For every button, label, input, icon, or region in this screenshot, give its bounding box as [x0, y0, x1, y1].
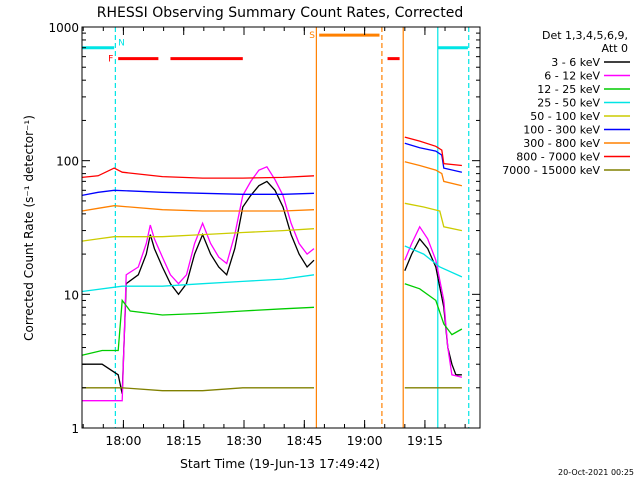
y-tick-label-0: 1 — [71, 422, 79, 436]
series-line-4-0 — [81, 228, 315, 242]
series-line-6-1 — [404, 161, 463, 187]
series-line-1-0 — [82, 165, 315, 402]
legend-label-0: 3 - 6 keV — [551, 56, 600, 69]
series-line-0-1 — [404, 237, 462, 376]
series-line-2-1 — [404, 283, 463, 336]
chart-title: RHESSI Observing Summary Count Rates, Co… — [97, 5, 463, 21]
series-line-4-1 — [404, 202, 463, 232]
legend-label-5: 100 - 300 keV — [523, 124, 600, 137]
y-axis-label: Corrected Count Rate (s⁻¹ detector⁻¹) — [22, 115, 36, 341]
legend-label-4: 50 - 100 keV — [530, 110, 600, 123]
plot-frame — [81, 26, 481, 429]
plot-area: F S N 1 10 100 1000 18:00 18:15 18:30 18:45 19:00 19… — [48, 21, 481, 448]
legend-label-2: 12 - 25 keV — [537, 83, 600, 96]
y-tick-label-3: 1000 — [48, 21, 79, 35]
series-line-8-0 — [82, 387, 314, 392]
x-tick-label-0: 18:00 — [105, 433, 141, 448]
legend-label-1: 6 - 12 keV — [544, 70, 600, 83]
series-line-5-1 — [404, 142, 463, 173]
series-line-1-1 — [404, 225, 463, 378]
x-tick-label-2: 18:30 — [226, 433, 262, 448]
legend-header-1: Att 0 — [602, 42, 628, 55]
x-tick-label-5: 19:15 — [407, 433, 443, 448]
y-tick-label-1: 10 — [64, 288, 79, 302]
flag-label-N: N — [118, 39, 125, 49]
flag-label-F: F — [108, 55, 113, 65]
series-line-6-0 — [81, 205, 315, 212]
legend-label-7: 800 - 7000 keV — [516, 151, 600, 164]
footer-date: 20-Oct-2021 00:25 — [558, 468, 634, 477]
series-line-5-0 — [81, 189, 315, 197]
legend-label-6: 300 - 800 keV — [523, 137, 600, 150]
series-line-7-0 — [81, 167, 315, 179]
x-tick-label-3: 18:45 — [286, 433, 322, 448]
series-line-0-0 — [82, 180, 315, 395]
series-line-3-1 — [404, 245, 463, 278]
legend-label-3: 25 - 50 keV — [537, 97, 600, 110]
x-tick-label-4: 19:00 — [347, 433, 383, 448]
series-line-7-1 — [404, 136, 462, 167]
series-line-3-0 — [81, 274, 315, 293]
legend-label-8: 7000 - 15000 keV — [502, 164, 600, 177]
y-tick-label-2: 100 — [56, 155, 79, 169]
flag-label-S: S — [309, 31, 315, 41]
x-axis-label: Start Time (19-Jun-13 17:49:42) — [180, 456, 380, 471]
legend-header-0: Det 1,3,4,5,6,9, — [542, 29, 628, 42]
x-tick-label-1: 18:15 — [166, 433, 202, 448]
series-line-2-0 — [81, 298, 315, 356]
